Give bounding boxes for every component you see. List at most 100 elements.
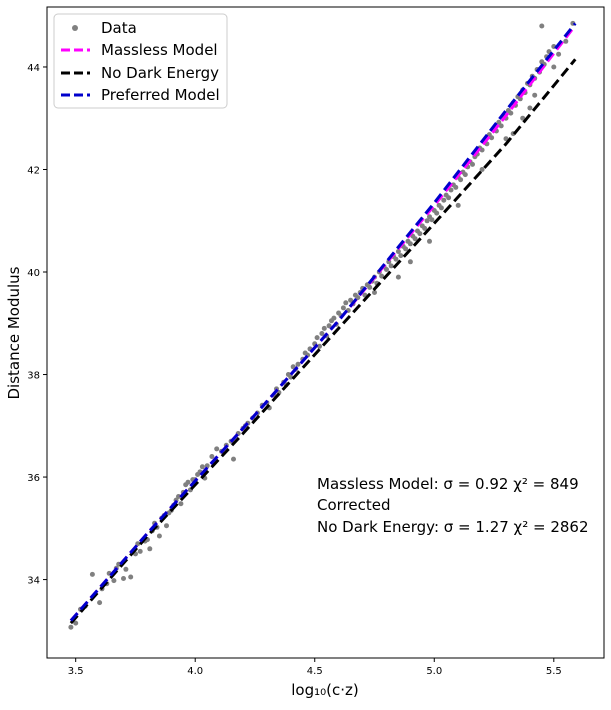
data-point xyxy=(156,533,162,539)
data-point xyxy=(448,187,454,193)
data-point xyxy=(429,217,435,223)
data-point xyxy=(527,105,533,111)
data-point xyxy=(384,267,389,272)
data-point xyxy=(343,300,349,306)
data-point xyxy=(214,446,220,452)
data-point xyxy=(470,161,475,167)
data-point xyxy=(441,197,447,203)
data-point xyxy=(340,305,346,311)
data-point xyxy=(417,231,423,237)
y-tick-label: 36 xyxy=(27,473,40,484)
data-point xyxy=(438,205,444,211)
data-point xyxy=(479,147,485,153)
data-point xyxy=(367,284,373,290)
data-point xyxy=(427,238,432,244)
y-tick-label: 38 xyxy=(27,371,40,382)
data-point xyxy=(489,135,495,141)
legend-label-no-dark-energy: No Dark Energy xyxy=(101,64,219,82)
data-point xyxy=(135,541,141,547)
data-point xyxy=(123,566,129,572)
data-point xyxy=(372,290,377,295)
x-axis-ticks: 3.5 4.0 4.5 5.0 5.5 xyxy=(68,658,562,677)
data-point xyxy=(446,195,452,201)
data-point xyxy=(97,600,103,606)
data-point xyxy=(288,374,294,380)
data-point xyxy=(379,273,385,279)
data-point xyxy=(111,578,117,584)
x-tick-label: 4.0 xyxy=(187,666,203,677)
data-point xyxy=(556,51,562,57)
data-point xyxy=(407,259,413,265)
data-point xyxy=(319,331,325,336)
data-point xyxy=(314,335,320,341)
legend-box xyxy=(53,13,228,109)
data-point xyxy=(231,456,236,462)
data-point xyxy=(395,249,401,254)
data-point xyxy=(68,624,74,630)
x-tick-label: 3.5 xyxy=(68,666,84,677)
data-point xyxy=(395,274,401,280)
data-point xyxy=(398,253,404,259)
plot-frame xyxy=(46,6,605,659)
data-point xyxy=(563,38,569,44)
legend-label-massless: Massless Model xyxy=(101,41,218,59)
y-axis-ticks: 34 36 38 40 42 44 xyxy=(27,63,47,587)
legend-marker-data xyxy=(72,25,78,31)
data-point xyxy=(496,119,502,125)
data-point xyxy=(532,92,538,98)
data-point xyxy=(462,172,468,178)
data-point xyxy=(164,523,169,529)
y-tick-label: 42 xyxy=(27,165,40,176)
data-point xyxy=(355,295,361,301)
data-point xyxy=(348,297,354,303)
legend-label-preferred: Preferred Model xyxy=(101,86,220,104)
data-point xyxy=(539,23,545,29)
model-line-no-dark-energy xyxy=(69,58,577,625)
data-point xyxy=(520,115,526,121)
data-point xyxy=(551,64,557,70)
annotation-corrected: Corrected xyxy=(317,496,391,514)
data-point xyxy=(176,494,181,499)
data-point xyxy=(89,571,95,577)
data-point xyxy=(508,110,514,116)
data-point xyxy=(121,576,126,581)
model-lines xyxy=(69,22,577,625)
data-point xyxy=(73,620,79,626)
data-point xyxy=(422,225,428,231)
data-point xyxy=(317,343,322,349)
data-point xyxy=(407,241,413,247)
data-point xyxy=(424,218,430,224)
annotation-block: Massless Model: σ = 0.92 χ² = 849 Correc… xyxy=(317,475,589,536)
x-tick-label: 4.5 xyxy=(307,666,323,677)
data-point xyxy=(455,202,461,208)
data-point xyxy=(403,246,409,252)
data-point xyxy=(178,501,184,507)
data-point xyxy=(326,323,332,329)
x-tick-label: 5.0 xyxy=(426,666,442,677)
x-axis-label: log₁₀(c·z) xyxy=(291,681,359,699)
data-point xyxy=(434,210,440,216)
data-point xyxy=(331,315,337,321)
data-point xyxy=(199,464,205,470)
y-tick-label: 34 xyxy=(27,576,40,587)
y-tick-label: 44 xyxy=(27,63,40,74)
data-point xyxy=(137,548,143,554)
data-point xyxy=(388,263,394,269)
x-tick-label: 5.5 xyxy=(546,666,562,677)
data-point xyxy=(147,546,153,552)
legend: Data Massless Model No Dark Energy Prefe… xyxy=(53,13,228,109)
data-point xyxy=(412,236,418,242)
data-point xyxy=(498,123,504,129)
data-point xyxy=(295,361,301,367)
legend-label-data: Data xyxy=(101,19,137,37)
data-point xyxy=(393,256,399,262)
annotation-massless-stats: Massless Model: σ = 0.92 χ² = 849 xyxy=(317,475,579,493)
data-point xyxy=(458,177,464,183)
data-point xyxy=(128,574,134,580)
y-tick-label: 40 xyxy=(27,268,40,279)
data-point xyxy=(453,184,459,190)
annotation-no-dark-energy-stats: No Dark Energy: σ = 1.27 χ² = 2862 xyxy=(317,518,589,536)
data-point xyxy=(503,136,509,142)
